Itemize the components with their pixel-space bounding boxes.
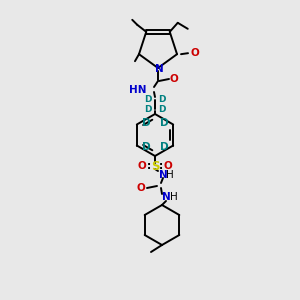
Text: D: D (160, 142, 169, 152)
Text: D: D (142, 142, 150, 152)
Text: O: O (138, 161, 146, 171)
Text: H: H (166, 170, 174, 180)
Text: O: O (169, 74, 178, 84)
Text: D: D (144, 104, 152, 113)
Text: HN: HN (130, 85, 147, 95)
Text: :: : (147, 161, 151, 171)
Text: D: D (142, 118, 150, 128)
Text: O: O (136, 183, 146, 193)
Text: D: D (158, 104, 166, 113)
Text: O: O (164, 161, 172, 171)
Text: N: N (154, 64, 164, 74)
Text: D: D (160, 118, 169, 128)
Text: H: H (170, 192, 178, 202)
Text: :: : (159, 161, 163, 171)
Text: N: N (159, 170, 167, 180)
Text: N: N (162, 192, 170, 202)
Text: S: S (151, 160, 159, 172)
Text: O: O (190, 48, 200, 58)
Text: D: D (158, 94, 166, 103)
Text: D: D (144, 94, 152, 103)
